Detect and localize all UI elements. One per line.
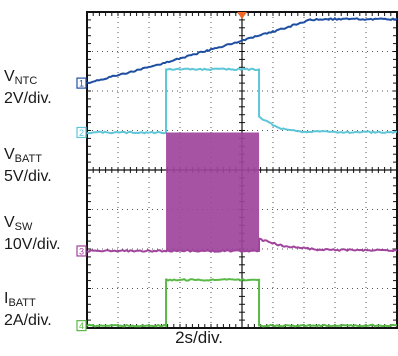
switching-band-3 xyxy=(166,132,260,251)
label-vsw: VSW 10V/div. xyxy=(4,214,61,253)
label-vbatt: VBATT 5V/div. xyxy=(4,146,52,185)
channel-marker-text-2: 2 xyxy=(79,128,84,138)
label-ibatt: IBATT 2A/div. xyxy=(4,290,52,329)
trace-3 xyxy=(86,237,398,253)
channel-marker-2 xyxy=(76,126,87,139)
channel-marker-text-3: 3 xyxy=(79,246,84,256)
label-vntc: VNTC 2V/div. xyxy=(4,68,52,107)
channel-marker-text-1: 1 xyxy=(79,79,84,89)
channel-marker-1 xyxy=(76,77,87,89)
channel-marker-3 xyxy=(76,245,87,257)
trigger-marker xyxy=(237,12,247,19)
trace-4 xyxy=(86,278,398,328)
channel-marker-text-4: 4 xyxy=(79,321,84,331)
trace-1 xyxy=(86,17,398,85)
time-scale-label: 2s/div. xyxy=(175,328,223,347)
trace-2 xyxy=(86,67,397,135)
channel-marker-4 xyxy=(76,320,87,332)
